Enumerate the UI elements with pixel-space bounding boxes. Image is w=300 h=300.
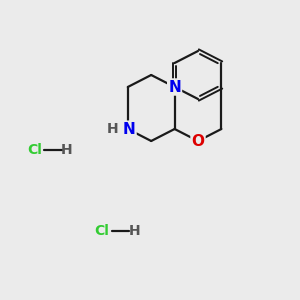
- Text: Cl: Cl: [27, 143, 42, 157]
- Text: H: H: [61, 143, 73, 157]
- Text: H: H: [129, 224, 140, 238]
- Text: Cl: Cl: [94, 224, 110, 238]
- Text: N: N: [168, 80, 181, 94]
- Text: O: O: [191, 134, 205, 148]
- Text: H: H: [107, 122, 118, 136]
- Text: N: N: [123, 122, 136, 136]
